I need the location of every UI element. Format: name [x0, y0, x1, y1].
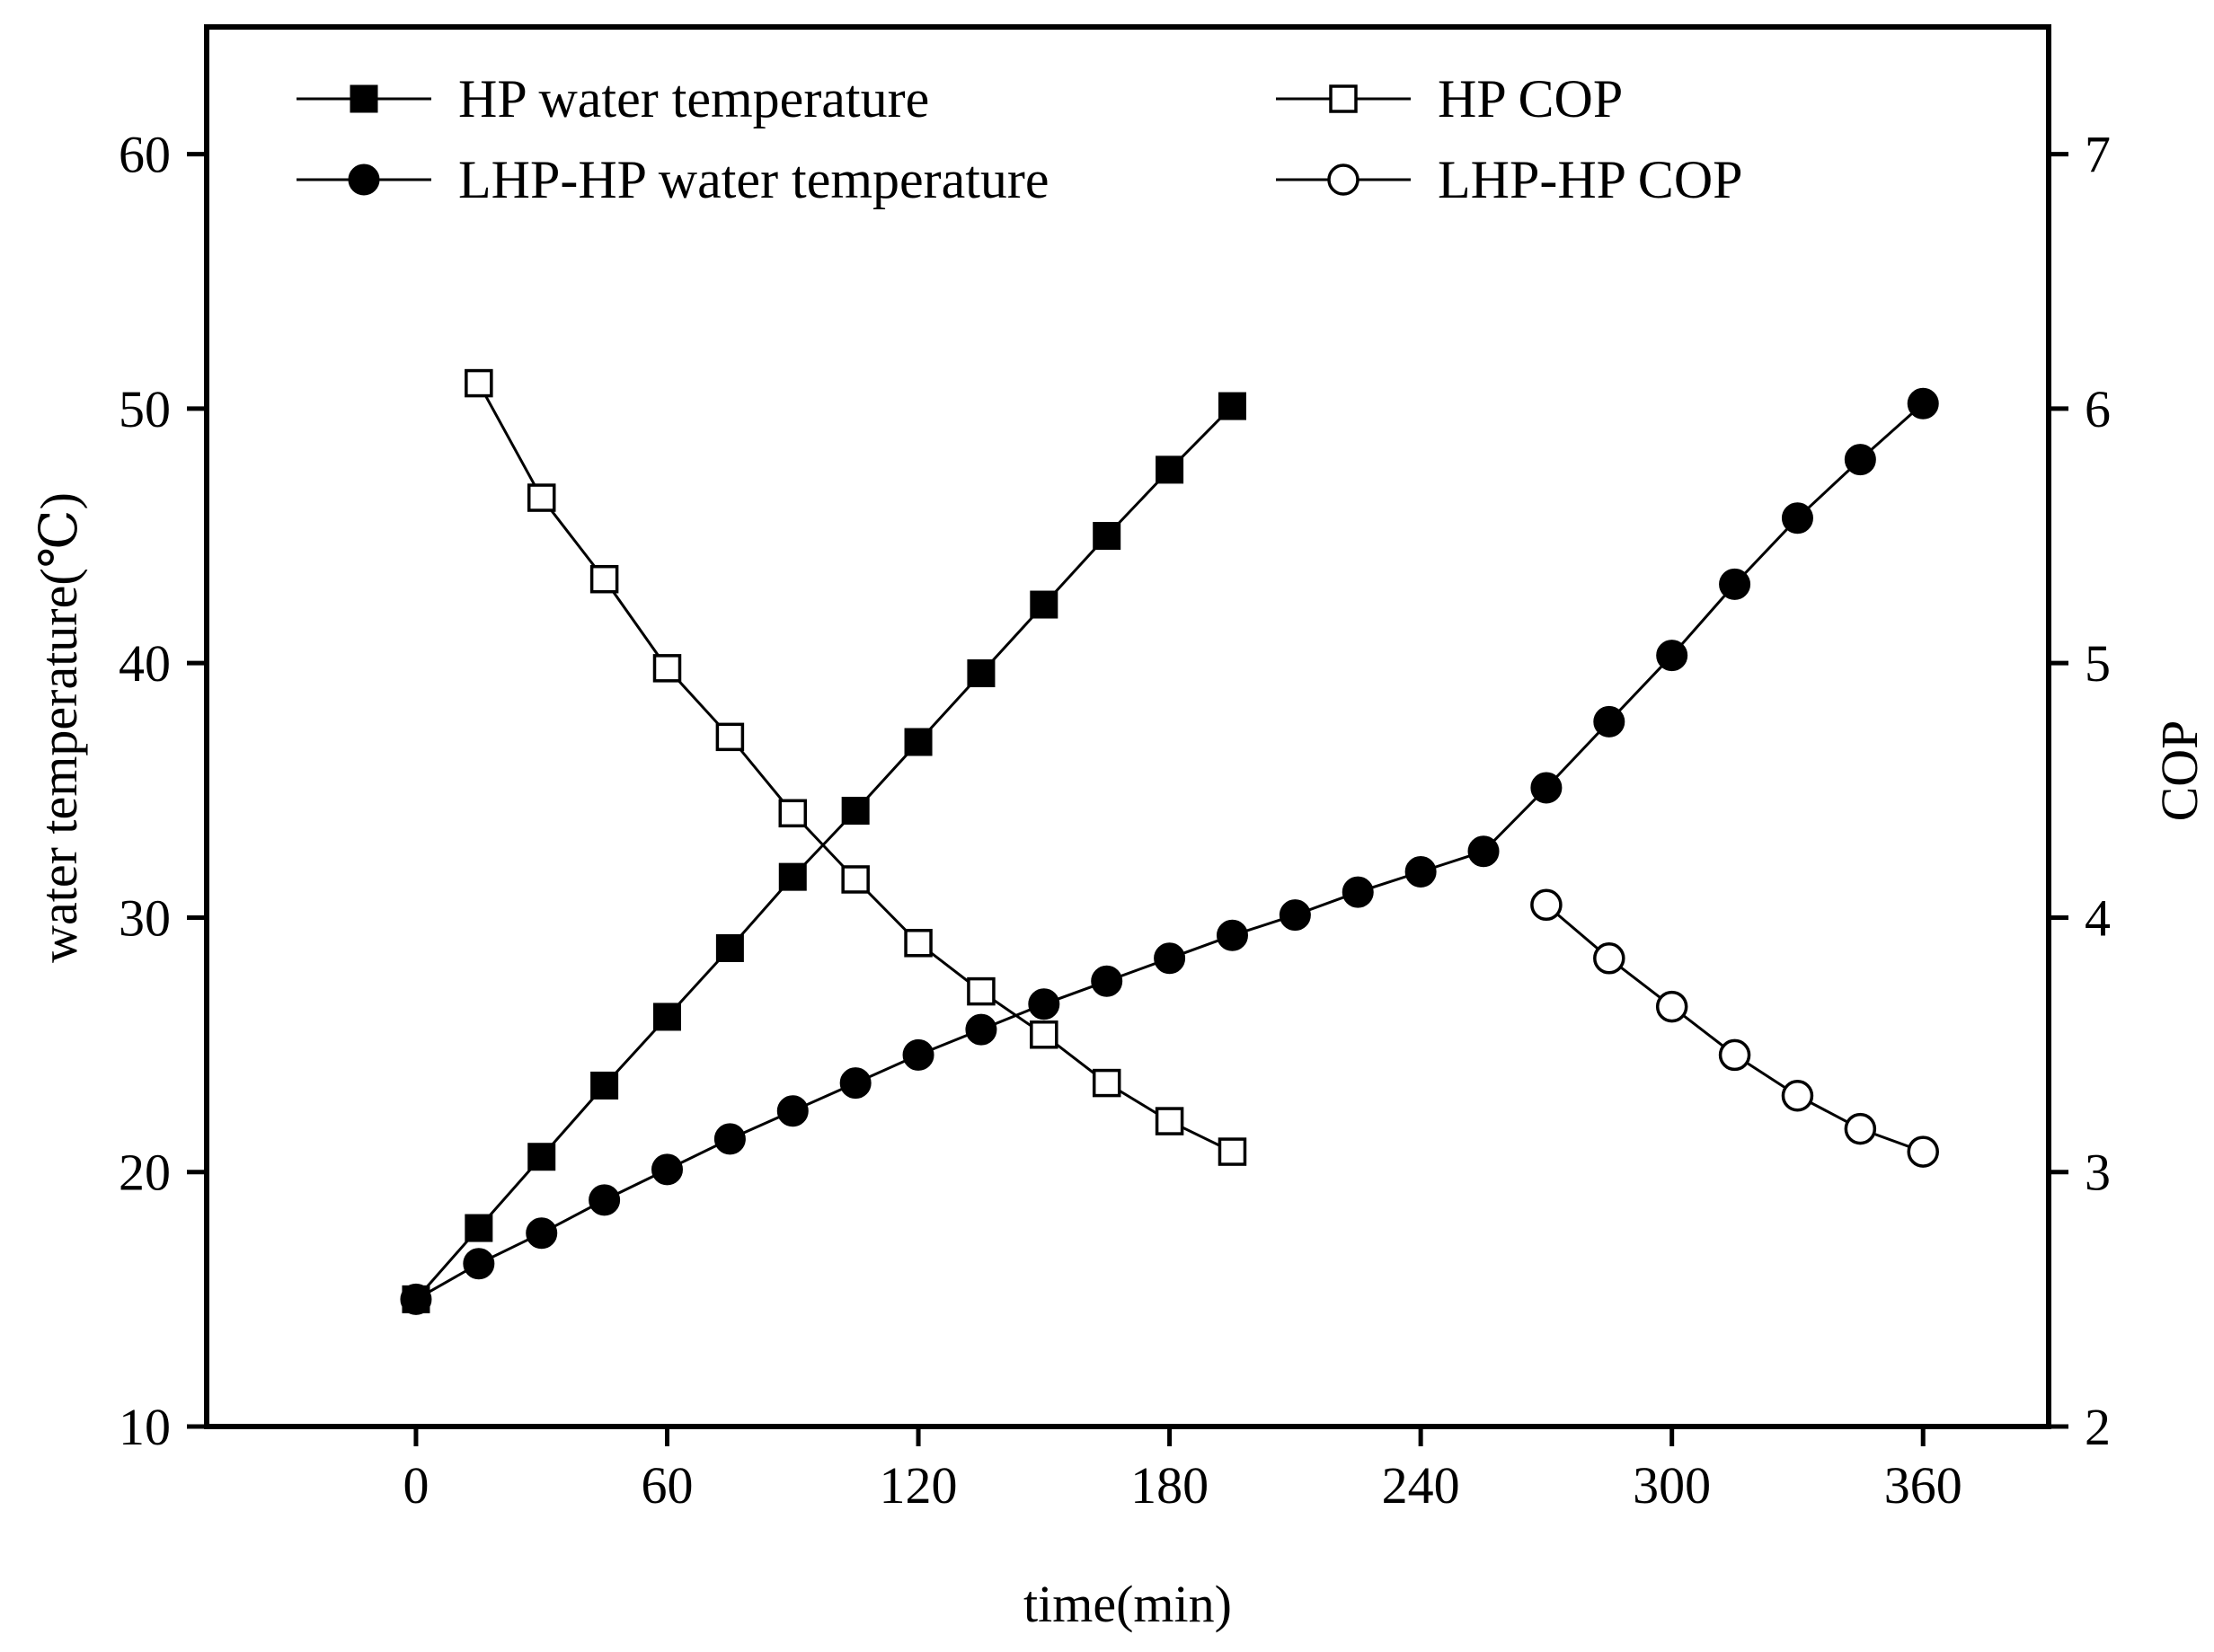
legend: HP water temperature LHP-HP water tempera… — [297, 69, 1743, 209]
series-0-point — [653, 1003, 681, 1031]
series-1-point — [1216, 919, 1248, 951]
x-axis-title: time(min) — [1023, 1575, 1232, 1633]
series-3-point — [1781, 1079, 1814, 1112]
series-0-point — [1093, 522, 1121, 551]
legend-marker — [350, 84, 378, 113]
legend-marker — [348, 163, 380, 196]
series-1-point — [1091, 965, 1123, 997]
series-1-point — [776, 1095, 809, 1127]
series-1-point — [1844, 444, 1876, 476]
y-right-tick-label: 3 — [2085, 1144, 2111, 1202]
y-right-tick-label: 5 — [2085, 634, 2111, 693]
series-1-point — [839, 1067, 872, 1100]
series-2-point — [1155, 1107, 1184, 1135]
series-1-point — [713, 1123, 746, 1155]
series-1-point — [651, 1153, 683, 1186]
series-3-point — [1844, 1112, 1877, 1145]
series-2-point — [967, 976, 996, 1006]
series-1-point — [1593, 705, 1625, 738]
x-tick-label: 180 — [1130, 1456, 1209, 1515]
y-axis-left-title: water temperature(℃) — [30, 492, 88, 963]
series-2-point — [652, 654, 682, 683]
series-0-point — [465, 1214, 493, 1242]
x-tick-label: 360 — [1884, 1456, 1962, 1515]
series-1-point — [526, 1217, 558, 1250]
y-left-tick-label: 20 — [119, 1144, 171, 1202]
legend-label: HP COP — [1438, 69, 1623, 128]
y-right-tick-label: 7 — [2085, 126, 2111, 184]
series-2-point — [527, 483, 556, 512]
series-1-point — [1656, 640, 1688, 672]
series-2-point — [1218, 1137, 1247, 1166]
series-0-point — [1218, 392, 1246, 420]
series-1-point — [902, 1038, 934, 1071]
series-1-point — [463, 1248, 495, 1280]
x-tick-label: 300 — [1633, 1456, 1711, 1515]
y-axis-right-title: COP — [2150, 720, 2209, 822]
series-0-point — [778, 862, 807, 891]
y-left-tick-label: 30 — [119, 888, 171, 947]
series-1-point — [1781, 502, 1813, 534]
series-0-point — [904, 728, 933, 756]
y-right-tick-label: 2 — [2085, 1398, 2111, 1456]
x-tick-label: 0 — [403, 1456, 429, 1515]
series-0-point — [1156, 455, 1184, 484]
series-1-point — [1154, 942, 1186, 975]
series-2-point — [589, 564, 619, 594]
legend-marker — [1327, 163, 1359, 196]
x-tick-label: 120 — [880, 1456, 958, 1515]
series-1-point — [1404, 855, 1437, 888]
y-left-tick-label: 10 — [119, 1398, 171, 1456]
series-markers — [400, 368, 1939, 1315]
series-1-point — [1342, 876, 1374, 908]
series-2-point — [1030, 1020, 1058, 1049]
legend-marker — [1329, 84, 1358, 113]
series-3-point — [1718, 1038, 1751, 1072]
series-0-point — [841, 796, 870, 825]
series-2-point — [1092, 1068, 1121, 1098]
series-0-point — [967, 659, 996, 688]
series-2-point — [715, 722, 745, 752]
series-1-point — [1719, 568, 1751, 600]
y-right-tick-label: 6 — [2085, 380, 2111, 438]
series-0-point — [590, 1071, 619, 1100]
legend-label: LHP-HP water temperature — [458, 150, 1049, 209]
legend-label: LHP-HP COP — [1438, 150, 1743, 209]
series-1-point — [1467, 835, 1500, 868]
series-1-point — [589, 1184, 621, 1216]
legend-label: HP water temperature — [458, 69, 929, 128]
series-1-point — [1907, 387, 1939, 420]
plot-frame — [204, 24, 2051, 1429]
series-3-point — [1530, 888, 1563, 922]
y-left-tick-label: 50 — [119, 380, 171, 438]
series-3-point — [1907, 1135, 1939, 1168]
series-1-point — [1530, 772, 1563, 804]
series-0-point — [1030, 590, 1058, 619]
y-left-tick-label: 60 — [119, 126, 171, 184]
series-1-point — [1279, 899, 1311, 932]
series-1-point — [1028, 988, 1060, 1020]
series-2-point — [465, 368, 493, 398]
series-0-point — [527, 1143, 556, 1171]
series-3-point — [1593, 942, 1625, 975]
series-1-point — [965, 1013, 997, 1046]
series-2-point — [904, 929, 933, 958]
series-2-point — [841, 865, 870, 894]
axis-ticks: 0 60 120 180 240 300 360 10 20 30 40 50 60 2 3 4 5 6 7 — [119, 126, 2111, 1515]
series-3-point — [1655, 990, 1688, 1023]
y-left-tick-label: 40 — [119, 634, 171, 693]
y-right-tick-label: 4 — [2085, 888, 2111, 947]
series-2-point — [778, 799, 808, 828]
series-1-point — [400, 1283, 432, 1315]
x-tick-label: 60 — [642, 1456, 694, 1515]
series-0-point — [715, 933, 744, 962]
x-tick-label: 240 — [1382, 1456, 1460, 1515]
